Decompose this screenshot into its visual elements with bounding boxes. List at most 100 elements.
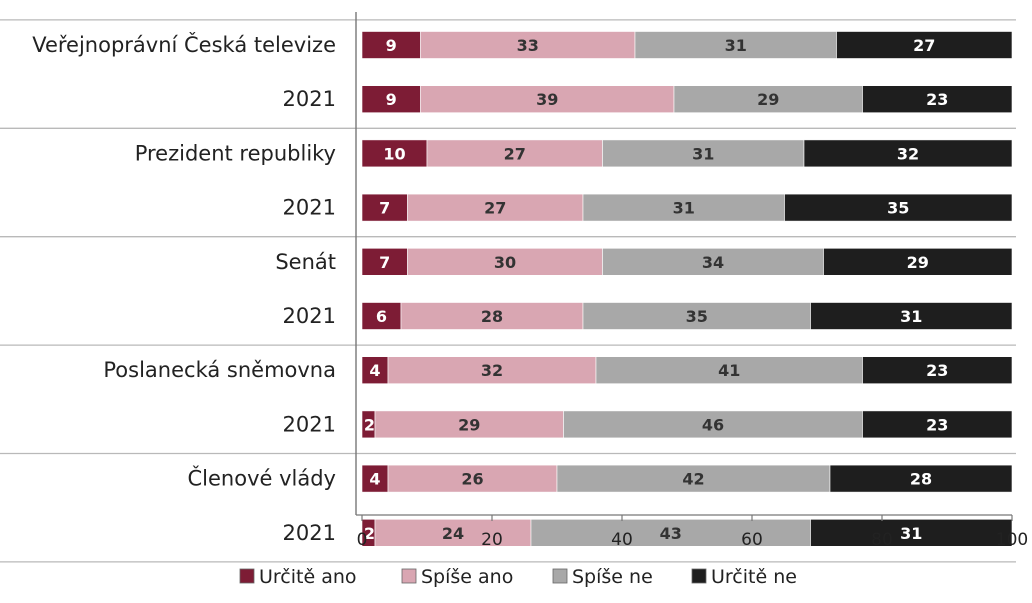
bar-segment bbox=[862, 85, 1013, 113]
data-label: 33 bbox=[517, 36, 539, 55]
x-tick-label: 60 bbox=[741, 530, 763, 550]
bars-group: 9 33 31 27 9 39 29 23 10 27 31 32 7 27 31 35 7 30 34 29 6 28 3… bbox=[361, 31, 1013, 547]
bar-segment bbox=[361, 31, 421, 59]
data-label: 27 bbox=[504, 144, 526, 163]
category-label: 2021 bbox=[283, 521, 336, 545]
category-label: 2021 bbox=[283, 196, 336, 220]
legend-swatch bbox=[691, 568, 707, 584]
data-label: 4 bbox=[369, 470, 380, 489]
bar-segment bbox=[595, 356, 863, 385]
x-tick-label: 40 bbox=[611, 530, 633, 550]
data-label: 31 bbox=[725, 36, 747, 55]
data-label: 35 bbox=[686, 307, 708, 326]
legend-swatch bbox=[552, 568, 568, 584]
data-label: 9 bbox=[386, 90, 397, 109]
data-label: 28 bbox=[481, 307, 503, 326]
bar-segment bbox=[803, 139, 1013, 168]
x-tick-label: 20 bbox=[481, 530, 503, 550]
data-label: 10 bbox=[383, 144, 405, 163]
data-label: 23 bbox=[926, 361, 948, 380]
legend-swatch bbox=[401, 568, 417, 584]
data-label: 41 bbox=[718, 361, 740, 380]
data-label: 31 bbox=[900, 524, 922, 543]
bar-segment bbox=[556, 464, 831, 493]
bar-segment bbox=[823, 248, 1013, 276]
bar-segment bbox=[420, 85, 675, 113]
x-tick-label: 0 bbox=[357, 530, 368, 550]
data-label: 2 bbox=[364, 524, 375, 543]
x-tick-label: 100 bbox=[996, 530, 1028, 550]
data-label: 7 bbox=[379, 253, 390, 272]
legend-label: Spíše ne bbox=[572, 566, 653, 588]
category-label: Senát bbox=[275, 250, 336, 274]
category-label: Veřejnoprávní Česká televize bbox=[32, 32, 336, 57]
category-label: Prezident republiky bbox=[135, 141, 336, 165]
bar-segment bbox=[530, 518, 811, 547]
data-label: 43 bbox=[660, 524, 682, 543]
bar-segment bbox=[602, 139, 805, 168]
legend-swatch bbox=[239, 568, 255, 584]
data-label: 46 bbox=[702, 415, 724, 434]
data-label: 23 bbox=[926, 415, 948, 434]
data-label: 39 bbox=[536, 90, 558, 109]
data-label: 27 bbox=[484, 199, 506, 218]
category-label: 2021 bbox=[283, 304, 336, 328]
bar-segment bbox=[361, 85, 421, 113]
bar-segment bbox=[374, 518, 532, 547]
bar-segment bbox=[361, 248, 408, 276]
data-label: 31 bbox=[900, 307, 922, 326]
data-label: 29 bbox=[458, 415, 480, 434]
category-label: Poslanecká sněmovna bbox=[103, 358, 336, 382]
data-label: 6 bbox=[376, 307, 387, 326]
data-label: 32 bbox=[481, 361, 503, 380]
bar-segment bbox=[361, 139, 428, 168]
row-separators bbox=[0, 19, 1016, 563]
legend: Určitě ano Spíše ano Spíše ne Určitě ne bbox=[239, 566, 797, 588]
bar-segment bbox=[361, 193, 408, 222]
data-label: 28 bbox=[910, 470, 932, 489]
category-labels: Veřejnoprávní Česká televize 2021 Preziden… bbox=[32, 32, 336, 545]
data-label: 30 bbox=[494, 253, 516, 272]
bar-segment bbox=[836, 31, 1013, 59]
bar-segment bbox=[387, 356, 597, 385]
bar-segment bbox=[582, 302, 811, 330]
bar-segment bbox=[361, 464, 389, 493]
category-label: 2021 bbox=[283, 412, 336, 436]
data-label: 7 bbox=[379, 199, 390, 218]
bar-segment bbox=[810, 302, 1013, 330]
legend-label: Určitě ne bbox=[711, 566, 797, 588]
data-label: 42 bbox=[682, 470, 704, 489]
data-label: 9 bbox=[386, 36, 397, 55]
data-label: 31 bbox=[692, 144, 714, 163]
bar-segment bbox=[407, 193, 584, 222]
data-label: 29 bbox=[907, 253, 929, 272]
bar-segment bbox=[784, 193, 1013, 222]
bar-segment bbox=[426, 139, 603, 168]
bar-segment bbox=[810, 518, 1013, 547]
data-label: 26 bbox=[461, 470, 483, 489]
data-label: 4 bbox=[369, 361, 380, 380]
x-tick-label: 80 bbox=[871, 530, 893, 550]
data-label: 27 bbox=[913, 36, 935, 55]
bar-segment bbox=[563, 410, 863, 439]
data-label: 23 bbox=[926, 90, 948, 109]
legend-label: Určitě ano bbox=[259, 566, 357, 588]
category-label: Členové vlády bbox=[188, 466, 337, 491]
bar-segment bbox=[829, 464, 1013, 493]
data-label: 35 bbox=[887, 199, 909, 218]
bar-segment bbox=[673, 85, 863, 113]
bar-segment bbox=[407, 248, 603, 276]
data-label: 2 bbox=[364, 415, 375, 434]
data-label: 29 bbox=[757, 90, 779, 109]
data-label: 32 bbox=[897, 144, 919, 163]
bar-segment bbox=[862, 356, 1013, 385]
data-label: 31 bbox=[673, 199, 695, 218]
legend-label: Spíše ano bbox=[421, 566, 513, 588]
bar-segment bbox=[387, 464, 558, 493]
bar-segment bbox=[862, 410, 1013, 439]
category-label: 2021 bbox=[283, 87, 336, 111]
data-label: 24 bbox=[442, 524, 464, 543]
data-label: 34 bbox=[702, 253, 724, 272]
bar-segment bbox=[361, 302, 402, 330]
